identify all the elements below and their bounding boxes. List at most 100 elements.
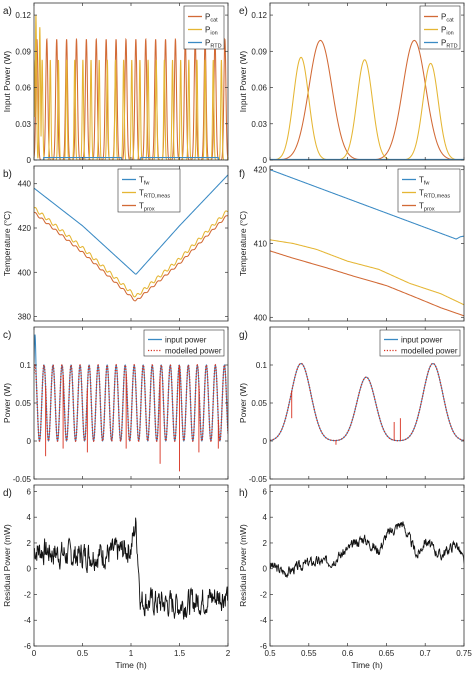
ytick-label-h: 2: [263, 539, 268, 548]
series-line-h-0: [270, 521, 464, 578]
ytick-label-d: 0: [27, 565, 32, 574]
legend-label-c-1: modelled power: [165, 347, 222, 356]
legend-c: input power modelled power: [143, 329, 225, 357]
series-line-g-1: [270, 362, 464, 442]
series-line-f-1: [270, 239, 464, 306]
ytick-label-h: 0: [263, 565, 268, 574]
ytick-label-a: 0: [27, 156, 32, 165]
xtick-label-d: 1.5: [174, 649, 186, 658]
panel-b: 380 400 420 440 Temperature (°C) b) Tfw TRTD,me…: [2, 165, 229, 322]
ylabel-b: Temperature (°C): [2, 211, 12, 276]
legend-f: Tfw TRTD,meas Tprox: [397, 168, 461, 213]
ytick-label-a: 0.06: [15, 84, 31, 93]
ylabel-a: Input Power (W): [2, 51, 12, 113]
ytick-label-h: 4: [263, 513, 268, 522]
ytick-label-b: 380: [18, 313, 32, 322]
ytick-label-e: 0.06: [251, 84, 267, 93]
panel-label-f: f): [239, 169, 245, 180]
ytick-label-h: 6: [263, 487, 268, 496]
ytick-label-d: 2: [27, 539, 32, 548]
series-line-e-0: [270, 39, 464, 160]
series-line-e-1: [270, 56, 464, 160]
legend-label-e-0: Pcat: [441, 13, 454, 24]
xtick-label-h: 0.55: [301, 649, 317, 658]
series-line-f-2: [270, 250, 464, 317]
series-line-f-0: [270, 169, 464, 240]
series-line-d-0: [34, 517, 228, 620]
series-line-c-1: [34, 363, 228, 443]
ytick-label-e: 0.12: [251, 11, 267, 20]
ytick-label-a: 0.09: [15, 47, 31, 56]
ytick-label-f: 420: [254, 166, 268, 175]
ytick-label-c: 0: [27, 437, 32, 446]
legend-label-f-2: Tprox: [419, 202, 435, 213]
series-line-a-1: [34, 15, 228, 160]
panel-label-g: g): [239, 330, 248, 341]
xtick-label-d: 0: [32, 649, 37, 658]
ytick-label-d: -4: [24, 616, 32, 625]
ytick-label-c: 0.05: [15, 399, 31, 408]
legend-label-b-2: Tprox: [139, 202, 155, 213]
panel-label-a: a): [3, 6, 12, 17]
xtick-label-d: 2: [226, 649, 231, 658]
ytick-label-g: 0.1: [256, 361, 268, 370]
ylabel-f: Temperature (°C): [238, 211, 248, 276]
ylabel-h: Residual Power (mW): [238, 524, 248, 607]
ytick-label-c: 0.1: [20, 361, 32, 370]
legend-label-g-1: modelled power: [401, 347, 458, 356]
panel-h: -6 -4 -2 0 2 4 6 0.5 0.55 0.6 0.65 0.7 0.75 Residual …: [238, 484, 472, 670]
xtick-label-d: 1: [129, 649, 134, 658]
legend-b: Tfw TRTD,meas Tprox: [117, 168, 181, 213]
legend-label-e-2: PRTD: [441, 39, 458, 50]
ytick-label-d: 4: [27, 513, 32, 522]
axes-frame-h: [269, 484, 465, 647]
panel-label-h: h): [239, 488, 248, 499]
xlabel-d: Time (h): [115, 660, 146, 670]
xtick-label-h: 0.7: [420, 649, 432, 658]
ytick-label-g: 0.05: [251, 399, 267, 408]
series-line-a-2: [34, 157, 228, 160]
ylabel-g: Power (W): [238, 383, 248, 423]
legend-label-e-1: Pion: [441, 26, 454, 37]
ylabel-d: Residual Power (mW): [2, 524, 12, 607]
axes-frame-e: [269, 2, 465, 161]
ytick-label-d: -6: [24, 642, 32, 651]
legend-label-a-1: Pion: [205, 26, 218, 37]
ytick-label-b: 400: [18, 268, 32, 277]
ytick-label-b: 440: [18, 180, 32, 189]
ytick-label-g: 0: [263, 437, 268, 446]
xtick-label-d: 0.5: [77, 649, 89, 658]
ytick-label-a: 0.12: [15, 11, 31, 20]
panel-e: 0 0.03 0.06 0.09 0.12 Input Power (W) e) Pcat Pi…: [238, 2, 465, 165]
ytick-label-e: 0: [263, 156, 268, 165]
legend-label-b-0: Tfw: [139, 176, 149, 187]
legend-g: input power modelled power: [379, 329, 461, 357]
ytick-label-e: 0.09: [251, 47, 267, 56]
ytick-label-a: 0.03: [15, 120, 31, 129]
panel-label-e: e): [239, 6, 248, 17]
legend-label-a-0: Pcat: [205, 13, 218, 24]
legend-label-a-2: PRTD: [205, 39, 222, 50]
ytick-label-e: 0.03: [251, 120, 267, 129]
ylabel-e: Input Power (W): [238, 51, 248, 113]
panel-label-d: d): [3, 488, 12, 499]
ytick-label-d: -2: [24, 590, 32, 599]
panel-d: -6 -4 -2 0 2 4 6 0 0.5 1 1.5 2 Residual Power (mW) Ti…: [2, 484, 231, 670]
series-line-a-0: [34, 37, 228, 160]
panel-a: 0 0.03 0.06 0.09 0.12 Input Power (W) a) Pcat Pi…: [2, 2, 229, 165]
series-line-b-0: [34, 174, 228, 275]
ytick-label-b: 420: [18, 224, 32, 233]
panel-label-b: b): [3, 169, 12, 180]
legend-label-b-1: TRTD,meas: [139, 189, 170, 200]
ytick-label-d: 6: [27, 487, 32, 496]
panel-c: -0.05 0 0.05 0.1 Power (W) c) input power model…: [2, 326, 229, 484]
ylabel-c: Power (W): [2, 383, 12, 423]
series-line-g-0: [270, 362, 464, 442]
xtick-label-h: 0.75: [456, 649, 472, 658]
xtick-label-h: 0.65: [379, 649, 395, 658]
panel-g: -0.05 0 0.05 0.1 Power (W) g) input power model…: [238, 326, 465, 484]
legend-label-f-1: TRTD,meas: [419, 189, 450, 200]
ytick-label-f: 400: [254, 313, 268, 322]
